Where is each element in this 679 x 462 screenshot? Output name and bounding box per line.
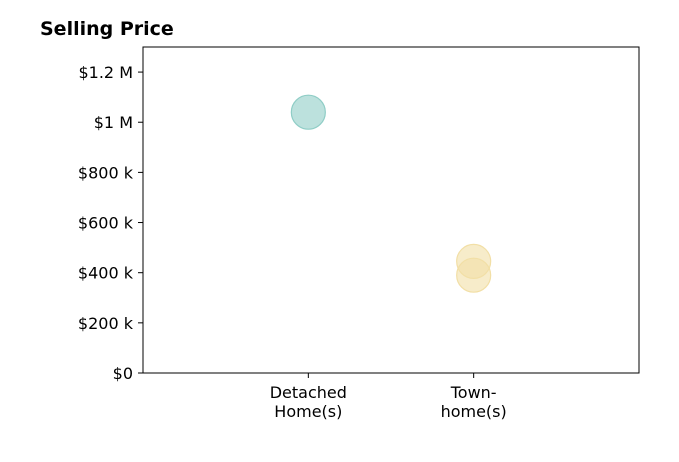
y-tick-label: $1.2 M bbox=[78, 63, 133, 82]
y-tick-label: $0 bbox=[113, 364, 133, 383]
data-point bbox=[290, 94, 326, 130]
y-tick-label: $800 k bbox=[78, 163, 134, 182]
plot-frame bbox=[142, 46, 640, 374]
chart-title: Selling Price bbox=[40, 18, 174, 40]
y-tick-label: $200 k bbox=[78, 314, 134, 333]
x-tick-label: home(s) bbox=[441, 402, 507, 421]
x-tick-label: Town- bbox=[450, 383, 497, 402]
y-tick-label: $1 M bbox=[94, 113, 133, 132]
x-tick-label: Detached bbox=[270, 383, 347, 402]
plot-area: $0 $200 k $400 k $600 k $800 k $1 M $1.2 M Deta… bbox=[78, 46, 640, 421]
data-point bbox=[456, 257, 492, 293]
y-tick-label: $600 k bbox=[78, 214, 134, 233]
x-tick-label: Home(s) bbox=[274, 402, 342, 421]
y-tick-label: $400 k bbox=[78, 264, 134, 283]
